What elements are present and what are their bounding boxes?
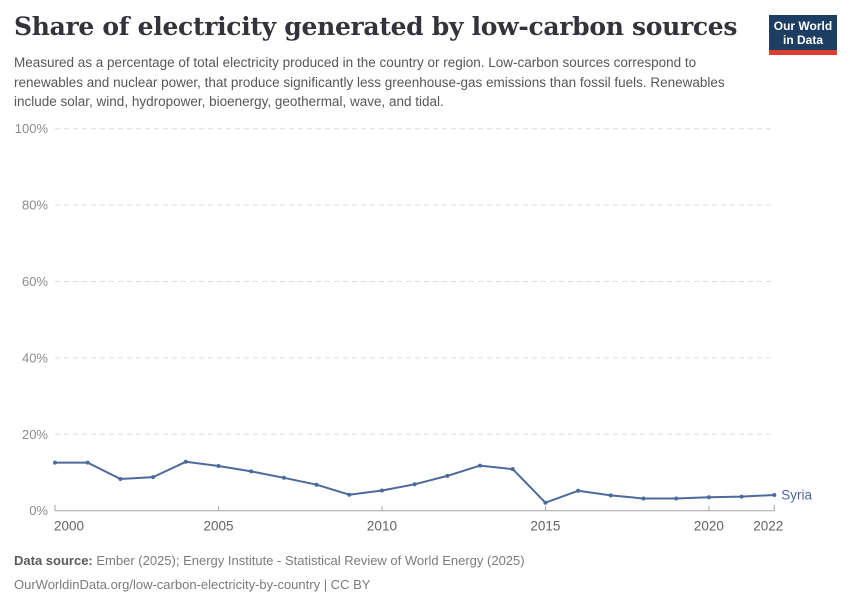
data-point-2020	[706, 495, 711, 500]
x-axis-tick-label: 2015	[530, 519, 560, 534]
x-axis-tick-label: 2010	[367, 519, 397, 534]
owid-logo-line1: Our World	[773, 19, 833, 33]
data-point-2002	[118, 477, 123, 481]
data-source-value: Ember (2025); Energy Institute - Statist…	[96, 553, 525, 568]
y-axis-tick-label: 100%	[15, 121, 49, 136]
y-axis-tick-label: 20%	[22, 427, 48, 442]
data-point-2010	[380, 488, 384, 493]
data-point-2022	[772, 493, 777, 497]
chart-footer: Data source: Ember (2025); Energy Instit…	[14, 549, 525, 597]
x-axis-tick-label: 2000	[54, 519, 84, 534]
data-point-2009	[347, 492, 352, 497]
x-axis-tick-label: 2020	[694, 519, 724, 534]
data-point-2008	[314, 482, 319, 487]
data-point-2003	[151, 475, 156, 480]
data-point-2007	[281, 475, 286, 480]
chart-title: Share of electricity generated by low-ca…	[14, 12, 738, 41]
data-point-2016	[576, 488, 581, 493]
data-point-2000	[53, 460, 57, 465]
data-source-label: Data source:	[14, 553, 93, 568]
data-point-2012	[445, 473, 450, 478]
y-axis-tick-label: 0%	[29, 503, 48, 518]
data-point-2014	[510, 467, 515, 472]
data-point-2019	[674, 496, 679, 501]
x-axis-tick-label: 2005	[203, 519, 233, 534]
series-line	[54, 460, 776, 504]
line-chart: 0% 20% 40% 60% 80% 100% 2000 2005 2010 2015 2020 20…	[15, 121, 813, 534]
chart-subtitle: Measured as a percentage of total electr…	[14, 55, 725, 109]
y-axis-tick-label: 40%	[22, 350, 48, 365]
series-label: Syria	[781, 488, 812, 503]
y-axis-tick-label: 60%	[22, 274, 48, 289]
owid-logo: Our World in Data	[769, 15, 837, 55]
data-point-2001	[85, 460, 90, 465]
data-point-2005	[216, 464, 221, 468]
data-point-2017	[608, 493, 613, 498]
data-point-2004	[183, 459, 188, 464]
data-point-2021	[739, 494, 744, 499]
y-axis-tick-label: 80%	[22, 198, 48, 213]
owid-logo-line2: in Data	[782, 33, 823, 47]
data-point-2018	[641, 496, 646, 501]
citation-line: OurWorldinData.org/low-carbon-electricit…	[14, 577, 371, 592]
data-point-2011	[412, 482, 417, 487]
data-point-2013	[478, 463, 482, 468]
data-point-2006	[249, 469, 254, 474]
data-point-2015	[543, 500, 548, 505]
x-axis-tick-label: 2022	[753, 519, 783, 534]
data-source-line: Data source: Ember (2025); Energy Instit…	[14, 549, 525, 573]
